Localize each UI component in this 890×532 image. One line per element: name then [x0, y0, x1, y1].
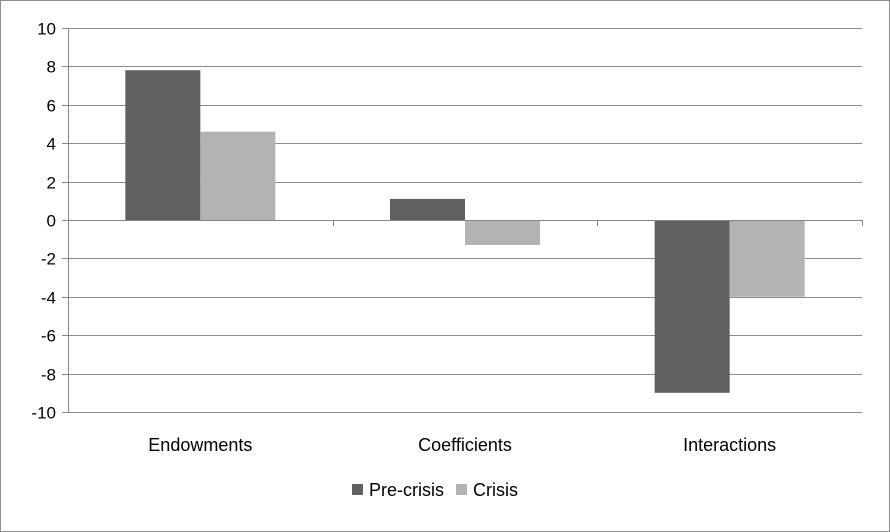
bar [390, 198, 465, 220]
x-axis-category-labels: Endowments Coefficients Interactions [148, 435, 776, 455]
legend-label: Pre-crisis [369, 480, 444, 500]
bar [729, 220, 805, 297]
legend-label: Crisis [473, 480, 518, 500]
bar [465, 220, 540, 245]
axes [68, 28, 863, 412]
x-category-label: Coefficients [418, 435, 512, 455]
bars [125, 70, 805, 393]
legend-swatch [456, 484, 467, 495]
y-tick-label: -2 [41, 250, 56, 269]
bar [125, 70, 201, 221]
y-tick-label: 2 [47, 174, 56, 193]
x-category-label: Interactions [683, 435, 776, 455]
y-tick-label: 6 [47, 97, 56, 116]
y-tick-label: -4 [41, 289, 56, 308]
bar [654, 220, 730, 393]
y-tick-label: -10 [31, 404, 56, 423]
y-tick-label: -8 [41, 366, 56, 385]
x-category-label: Endowments [148, 435, 252, 455]
y-tick-label: 4 [47, 135, 56, 154]
y-tick-label: -6 [41, 327, 56, 346]
y-tick-label: 0 [47, 212, 56, 231]
bar [200, 131, 276, 220]
legend: Pre-crisis Crisis [352, 480, 518, 500]
y-tick-label: 10 [37, 20, 56, 39]
y-tick-label: 8 [47, 58, 56, 77]
legend-swatch [352, 484, 363, 495]
y-axis-tick-labels: 10 8 6 4 2 0 -2 -4 -6 -8 -10 [31, 20, 56, 423]
